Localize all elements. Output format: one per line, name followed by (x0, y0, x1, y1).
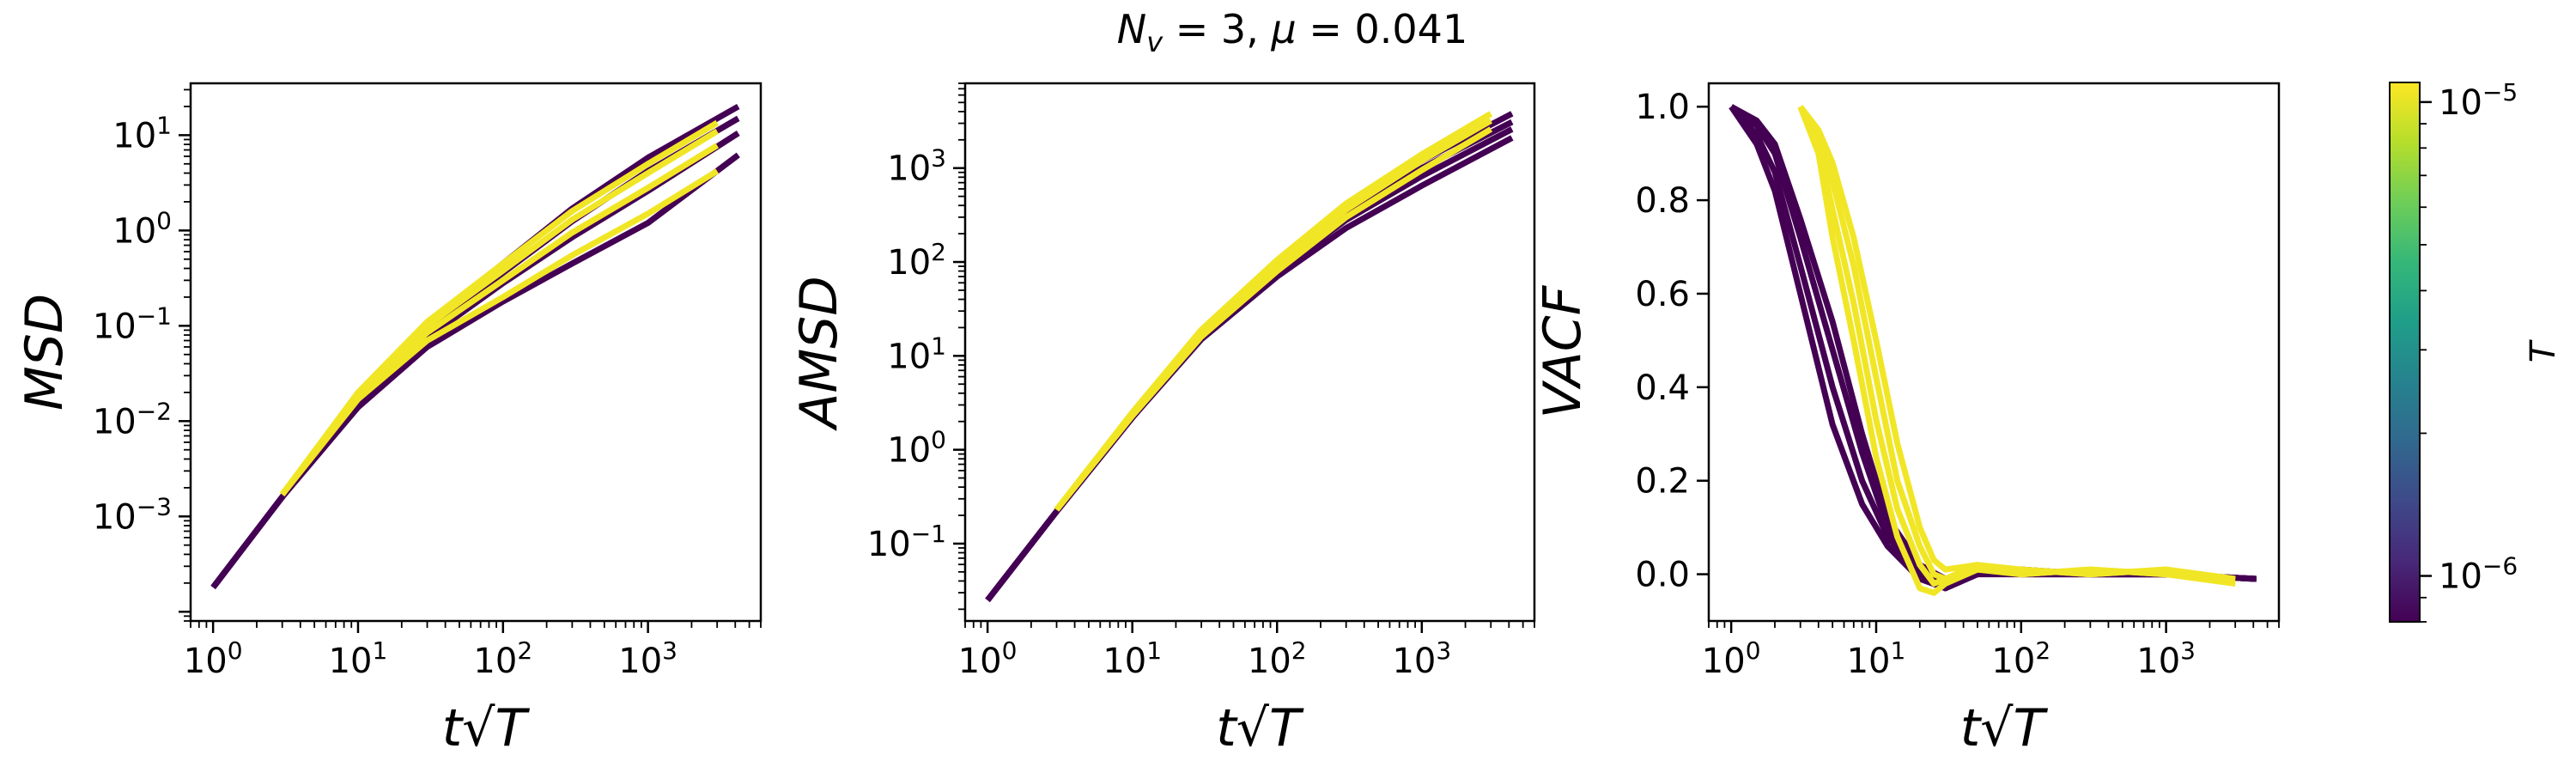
series-line-2 (1728, 104, 2257, 592)
x-axis-label: t√T (442, 698, 531, 758)
series-line-6 (279, 143, 720, 496)
series-group (1728, 104, 2257, 596)
x-tick-label: 103 (1392, 636, 1451, 681)
series-group (210, 103, 740, 590)
y-axis-label: VACF (1533, 284, 1593, 418)
y-tick-label: 0.2 (1635, 462, 1690, 502)
x-tick-label: 102 (473, 636, 532, 681)
series-line-7 (1054, 111, 1493, 512)
series-line-8 (1797, 105, 2236, 587)
y-tick-label: 0.4 (1635, 368, 1690, 408)
y-tick-label: 10−3 (93, 492, 172, 537)
series-line-1 (210, 152, 740, 590)
x-tick-label: 103 (2136, 636, 2196, 681)
subplot-amsd: 100 101 102 103 10−1 100 101 102 103 t√T AMSD (789, 82, 1536, 758)
series-line-1 (1728, 105, 2257, 592)
series-line-3 (985, 119, 1514, 602)
axes-frame (1707, 82, 2281, 623)
axes-frame (963, 82, 1536, 623)
y-tick-label: 101 (887, 332, 946, 376)
x-tick-label: 101 (1847, 636, 1906, 681)
svg-text:t√T: t√T (1216, 698, 1304, 758)
y-tick-label: 100 (112, 206, 172, 251)
series-line-4 (985, 111, 1514, 602)
colorbar-label: T (2524, 338, 2563, 362)
y-tick-label: 103 (887, 144, 946, 189)
subplot-vacf: 100 101 102 103 0.0 0.2 0.4 0.6 0.8 1.0 t√T VACF (1533, 82, 2281, 758)
x-axis-label: t√T (1960, 698, 2049, 758)
y-axis-label: MSD (15, 294, 75, 411)
series-line-3 (210, 115, 740, 590)
axes-frame (189, 82, 762, 623)
svg-text:t√T: t√T (442, 698, 531, 758)
series-group (985, 111, 1514, 602)
y-tick-label: 1.0 (1635, 88, 1690, 127)
y-tick-label: 0.6 (1635, 275, 1690, 314)
x-tick-label: 100 (958, 636, 1018, 681)
y-tick-label: 10−1 (93, 301, 172, 346)
series-line-8 (279, 119, 719, 496)
colorbar-tick-label: 10−5 (2439, 78, 2518, 123)
y-tick-label: 0.0 (1635, 556, 1690, 595)
x-tick-label: 103 (618, 636, 677, 681)
subplot-msd: 100 101 102 103 10−3 10−2 10−1 100 101 t√T MSD (15, 82, 762, 758)
x-tick-label: 100 (1702, 636, 1761, 681)
colorbar-tick-label: 10−6 (2439, 552, 2518, 597)
y-axis-label: AMSD (789, 276, 849, 431)
figure-title: Nv = 3, μ = 0.041 (1117, 6, 1467, 58)
y-tick-label: 10−1 (867, 520, 946, 564)
x-tick-label: 101 (329, 636, 388, 681)
y-tick-label: 102 (887, 238, 946, 283)
y-tick-label: 10−2 (93, 397, 172, 441)
series-line-7 (1797, 105, 2236, 582)
x-axis-label: t√T (1216, 698, 1304, 758)
svg-text:t√T: t√T (1960, 698, 2049, 758)
series-line-6 (1054, 118, 1493, 512)
x-tick-label: 102 (1248, 636, 1307, 681)
colorbar-gradient (2389, 82, 2421, 623)
y-tick-label: 101 (112, 111, 172, 155)
x-tick-label: 101 (1103, 636, 1162, 681)
x-tick-label: 100 (184, 636, 243, 681)
colorbar: 10−5 10−6 T (2389, 78, 2563, 623)
x-tick-label: 102 (1991, 636, 2050, 681)
series-line-2 (210, 131, 740, 590)
series-line-2 (985, 126, 1514, 602)
y-tick-label: 100 (887, 426, 946, 471)
series-line-1 (985, 135, 1514, 602)
y-tick-label: 0.8 (1635, 181, 1690, 221)
